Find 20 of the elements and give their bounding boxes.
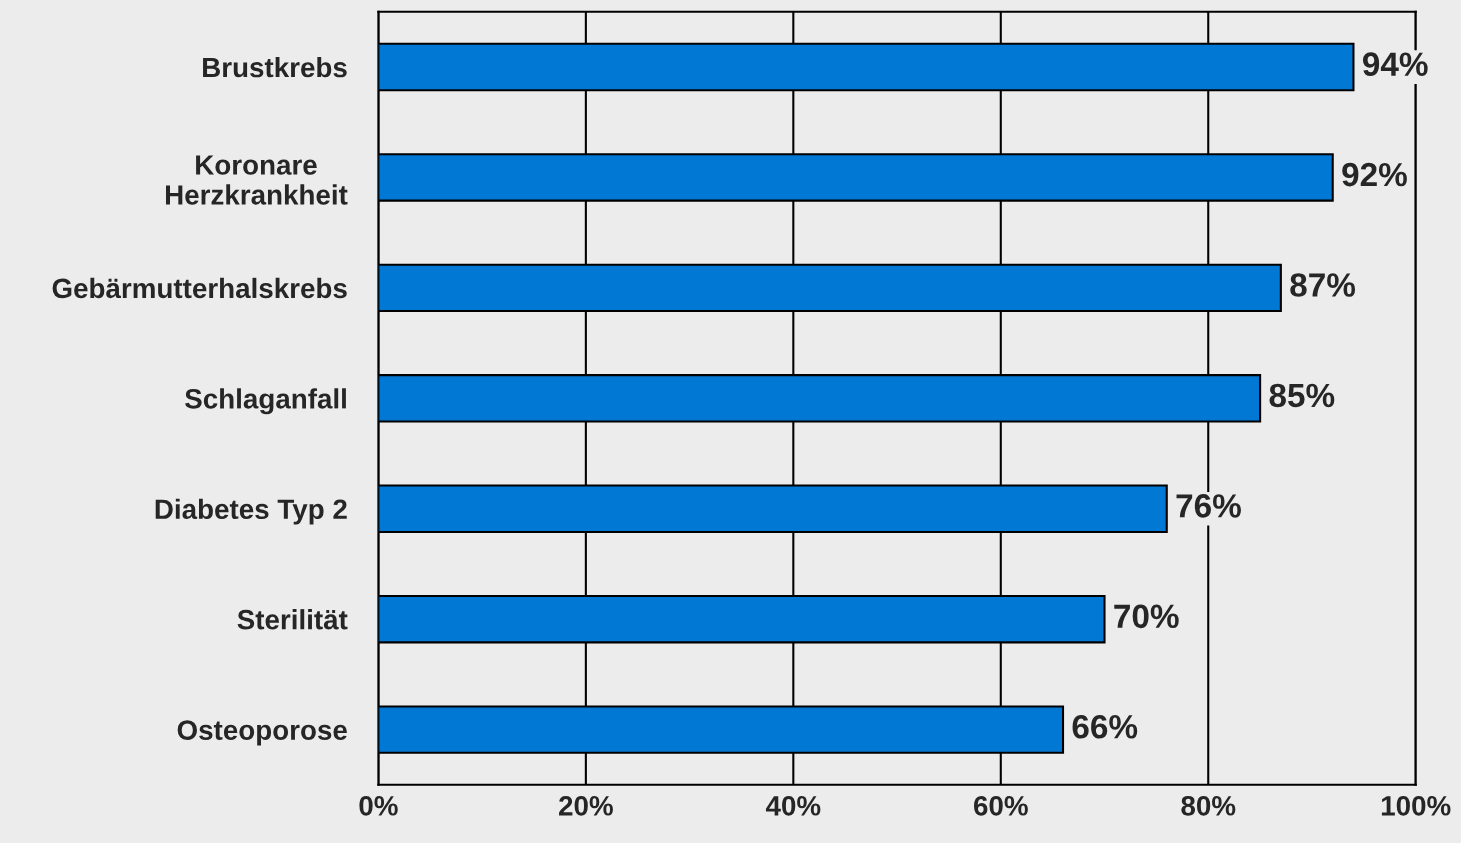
y-tick-label: Koronare Herzkrankheit — [165, 155, 348, 205]
data-label: 92% — [1342, 162, 1407, 187]
y-tick-label: Sterilität — [237, 609, 348, 630]
data-label: 70% — [1114, 604, 1179, 629]
x-tick-label: 80% — [1181, 795, 1236, 816]
data-label: 94% — [1362, 52, 1428, 76]
data-label: 76% — [1176, 494, 1241, 518]
y-tick-label: Schlaganfall — [185, 388, 346, 415]
data-label: 66% — [1072, 714, 1138, 739]
x-tick-label: 100% — [1381, 795, 1451, 816]
y-tick-label: Diabetes Typ 2 — [155, 498, 347, 525]
y-tick-label: Brustkrebs — [203, 56, 347, 78]
data-label: 87% — [1290, 273, 1356, 297]
x-tick-label: 0% — [359, 795, 398, 816]
x-tick-label: 40% — [765, 795, 821, 816]
y-tick-label: Gebärmutterhalskrebs — [52, 277, 347, 299]
y-tick-label: Osteoporose — [177, 720, 347, 746]
data-label: 85% — [1269, 383, 1335, 408]
x-tick-label: 20% — [559, 795, 613, 816]
x-tick-label: 60% — [974, 795, 1028, 816]
